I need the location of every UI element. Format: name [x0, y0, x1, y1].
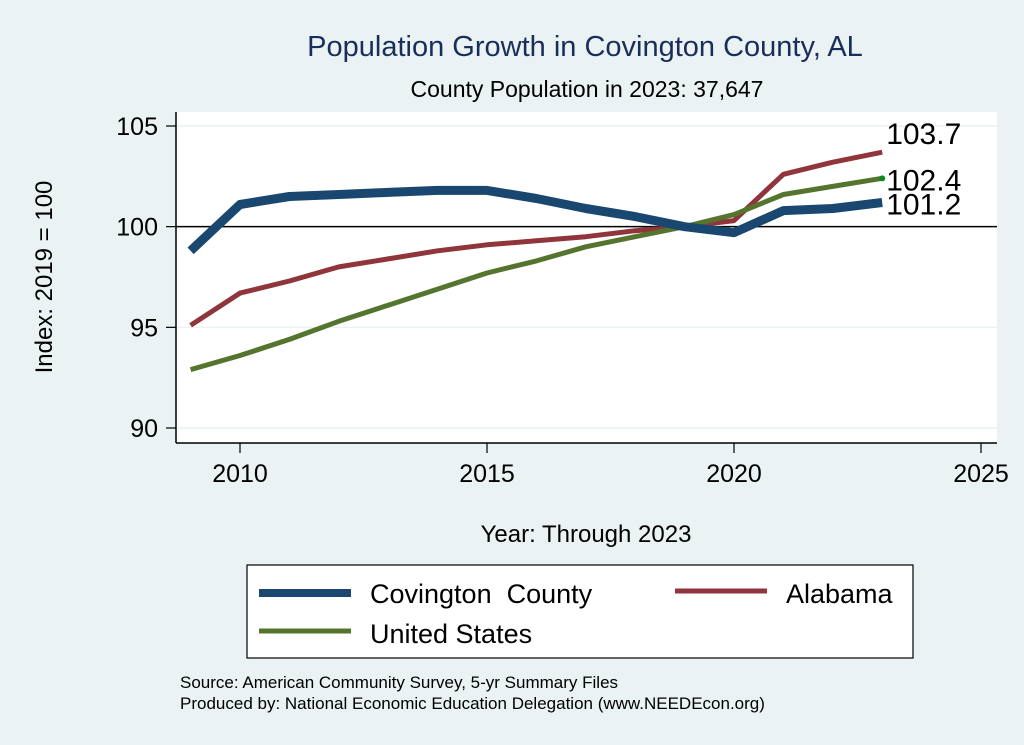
x-tick-label: 2010 [212, 460, 268, 488]
plot-area [176, 112, 997, 443]
legend-label-covington: Covington County [370, 579, 593, 609]
endpoint-marker-united-states [879, 175, 886, 182]
chart-subtitle: County Population in 2023: 37,647 [411, 76, 764, 102]
y-tick-label: 95 [130, 314, 158, 342]
producer-note: Produced by: National Economic Education… [180, 694, 765, 713]
y-axis-title: Index: 2019 = 100 [31, 181, 58, 374]
x-tick-label: 2025 [953, 460, 1009, 488]
x-tick-label: 2015 [459, 460, 515, 488]
y-tick-label: 105 [116, 113, 158, 141]
end-value-label: 102.4 [886, 164, 961, 197]
x-tick-label: 2020 [706, 460, 762, 488]
chart-title: Population Growth in Covington County, A… [307, 31, 863, 63]
series-line-united-states [189, 175, 883, 373]
legend-label-united-states: United States [370, 619, 532, 649]
end-value-label: 103.7 [886, 118, 961, 151]
series-line-covington-county [187, 185, 883, 255]
legend: Covington County Alabama United States [246, 564, 914, 659]
source-note: Source: American Community Survey, 5-yr … [180, 673, 618, 692]
y-tick-label: 90 [130, 415, 158, 443]
legend-box [246, 564, 914, 659]
legend-label-alabama: Alabama [786, 579, 894, 609]
x-axis-title: Year: Through 2023 [481, 521, 692, 548]
y-tick-label: 100 [116, 214, 158, 242]
series-line-alabama [189, 149, 883, 328]
end-value-label: 101.2 [886, 189, 961, 222]
